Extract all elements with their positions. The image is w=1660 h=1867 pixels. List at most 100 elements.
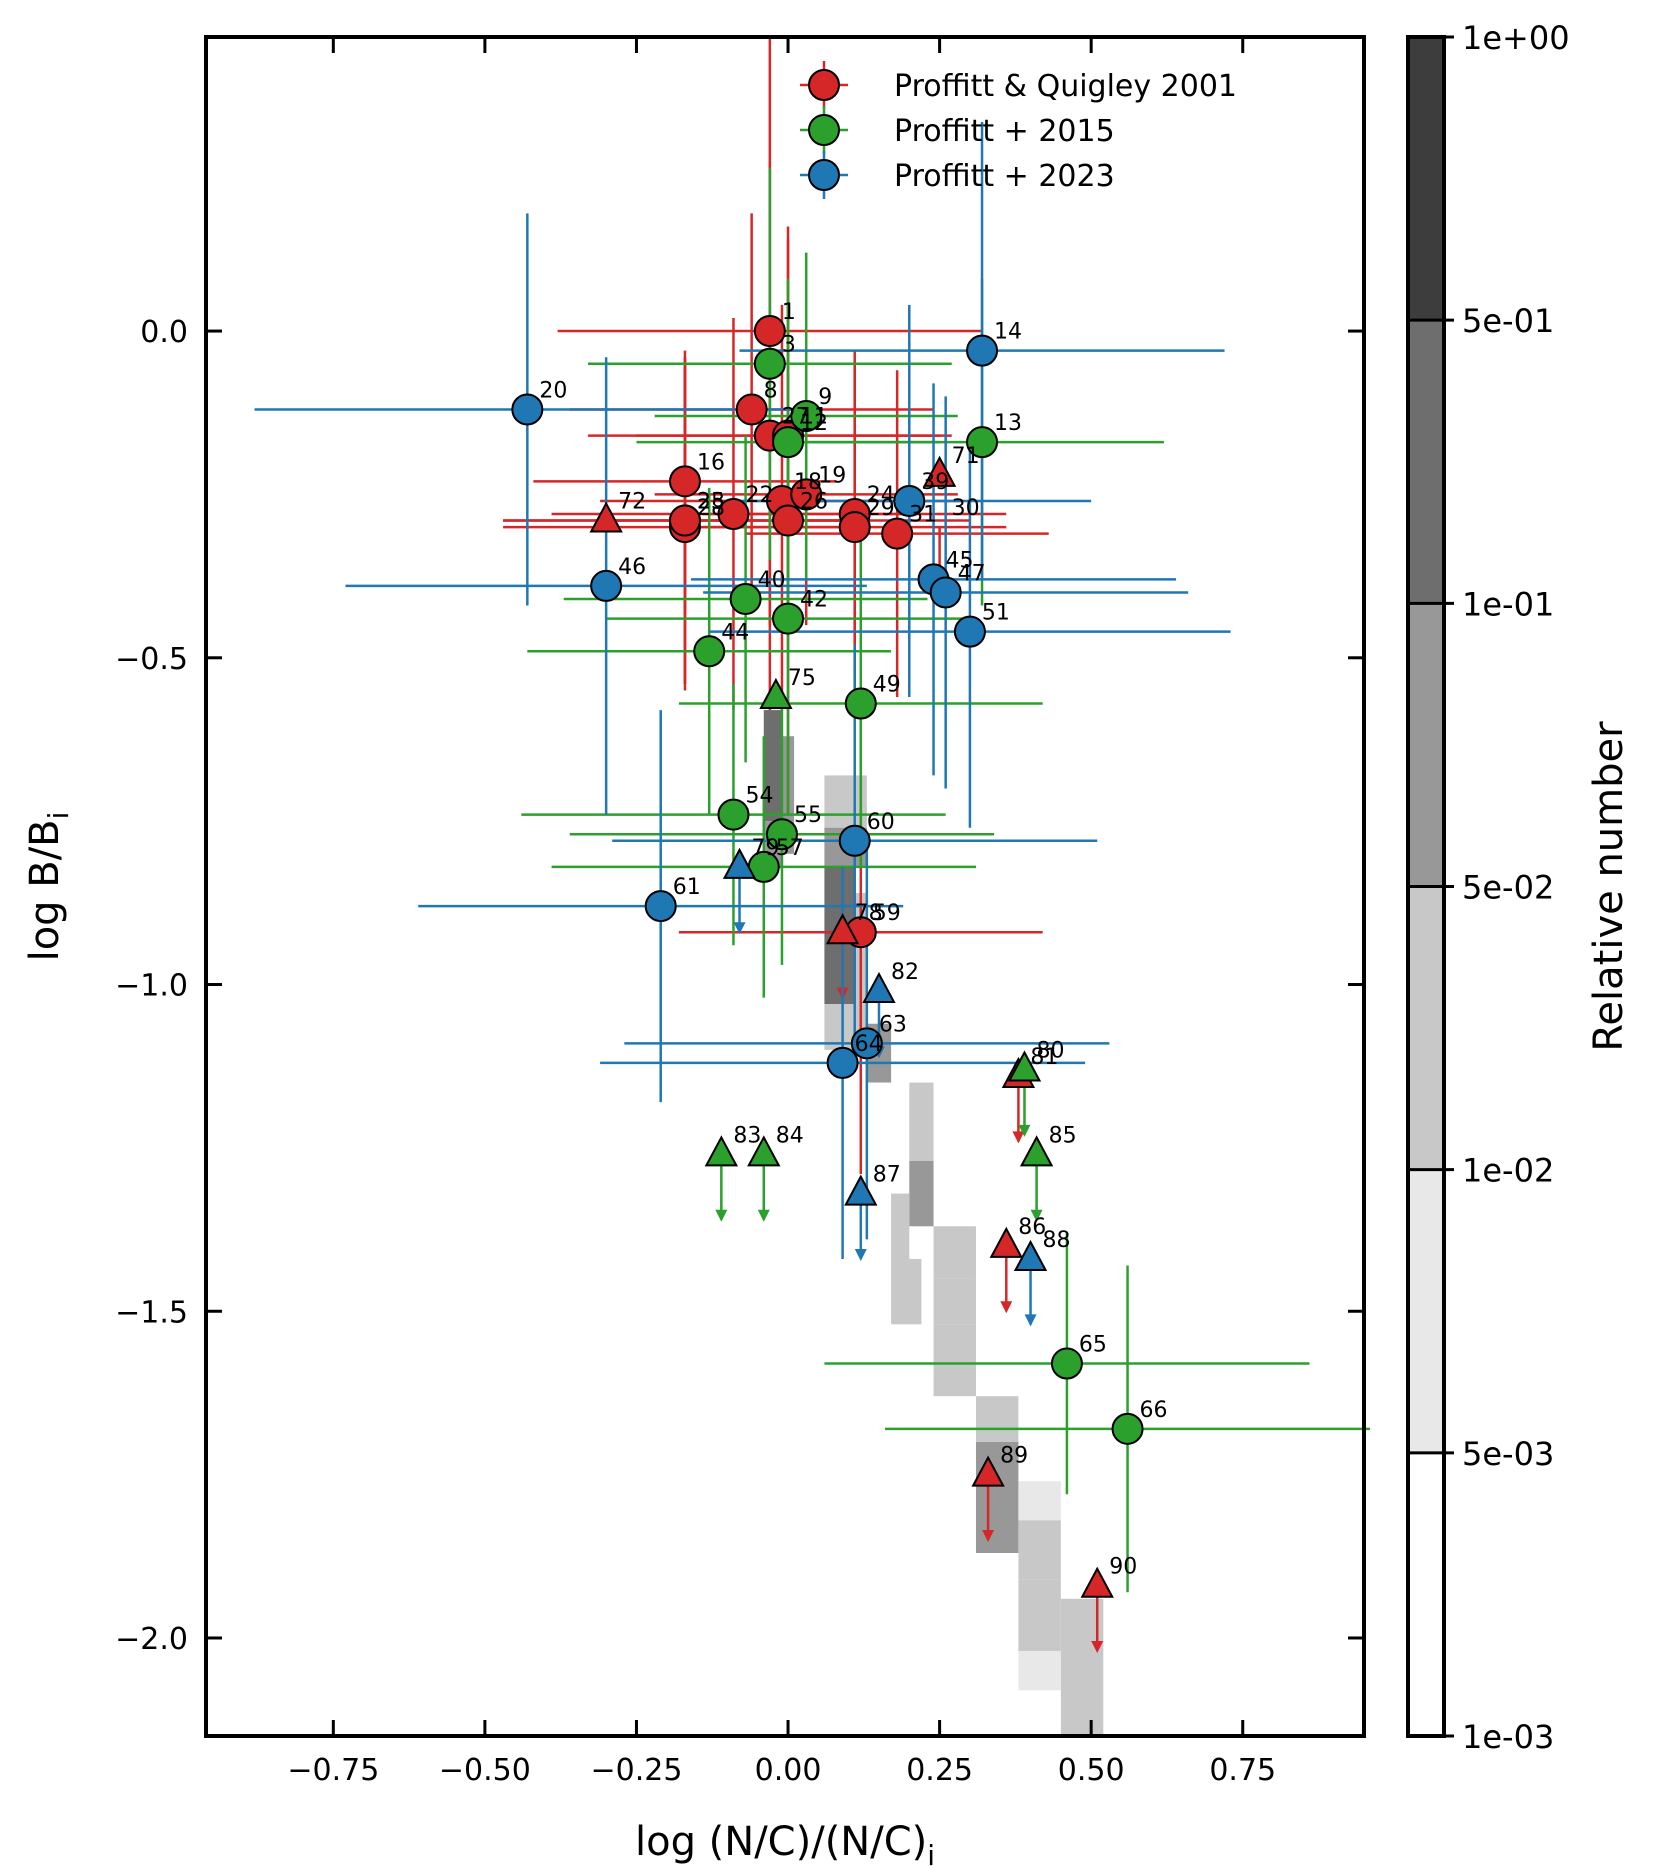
x-tick-label: 0.75 (1209, 1753, 1276, 1788)
point-label: 31 (909, 503, 937, 528)
point-label: 81 (1030, 1045, 1058, 1070)
upper-limit-arrowhead (1024, 1314, 1037, 1327)
x-tick-label: −0.75 (287, 1753, 379, 1788)
point-label: 51 (982, 601, 1010, 626)
point-label: 47 (958, 561, 986, 586)
x-tick-label: −0.25 (590, 1753, 682, 1788)
density-cell (763, 710, 782, 822)
colorbar-tick-label: 1e-02 (1462, 1152, 1554, 1190)
density-cell (933, 1226, 976, 1279)
data-point (790, 478, 823, 511)
data-point (772, 504, 805, 537)
point-label: 64 (855, 1032, 883, 1057)
y-tick-label: 0.0 (140, 315, 188, 350)
legend-label: Proffitt + 2015 (894, 114, 1115, 149)
point-label: 30 (952, 496, 980, 521)
y-tick-label: −1.5 (115, 1295, 188, 1330)
plot-frame (204, 35, 1366, 1738)
data-point (693, 635, 726, 668)
x-tick-label: −0.50 (439, 1753, 531, 1788)
data-point (966, 334, 999, 367)
data-point-triangle (759, 677, 793, 709)
data-point (850, 1027, 883, 1060)
upper-limit-arrowhead (982, 1529, 995, 1542)
data-point (753, 347, 786, 380)
point-label: 8 (764, 378, 778, 403)
point-label: 72 (618, 490, 646, 515)
x-tick-label: 0.50 (1058, 1753, 1125, 1788)
point-label: 27 (782, 405, 810, 430)
point-label: 79 (752, 836, 780, 861)
data-point (844, 687, 877, 720)
point-label: 13 (994, 411, 1022, 436)
data-point (717, 798, 750, 831)
point-label: 40 (758, 568, 786, 593)
y-tick-label: −1.0 (115, 969, 188, 1004)
point-label: 85 (1049, 1123, 1077, 1148)
data-point (966, 426, 999, 459)
colorbar-label: Relative number (1586, 721, 1632, 1052)
colorbar-segment (1408, 37, 1444, 321)
data-point (735, 393, 768, 426)
legend-label: Proffitt + 2023 (894, 159, 1115, 194)
data-point (881, 517, 914, 550)
density-cell (975, 1396, 1019, 1442)
density-cell (975, 1441, 1019, 1554)
legend: Proffitt & Quigley 2001 Proffitt + 2015 Pr… (800, 61, 1237, 199)
colorbar-segment (1408, 320, 1444, 604)
point-label: 14 (994, 320, 1022, 345)
point-label: 65 (1079, 1333, 1107, 1358)
data-point (838, 824, 871, 857)
density-cell (1018, 1520, 1061, 1580)
point-label: 45 (946, 548, 974, 573)
point-label: 20 (539, 378, 567, 403)
density-cell (933, 1278, 976, 1325)
point-label: 12 (800, 411, 828, 436)
upper-limit-arrowhead (1000, 1301, 1013, 1314)
legend-marker (808, 114, 840, 146)
density-cell (1018, 1481, 1061, 1521)
upper-limit-arrowhead (733, 922, 746, 935)
legend-label: Proffitt & Quigley 2001 (894, 69, 1237, 104)
point-label: 82 (891, 960, 919, 985)
point-label: 23 (697, 490, 725, 515)
data-point (729, 582, 762, 615)
data-point (668, 465, 701, 498)
point-label: 3 (782, 333, 796, 358)
density-cell (909, 1082, 934, 1161)
point-label: 87 (873, 1163, 901, 1188)
y-tick-label: −2.0 (115, 1622, 188, 1657)
upper-limit-arrowhead (1018, 1124, 1031, 1137)
colorbar-tick-label: 1e+00 (1462, 19, 1570, 57)
point-label: 25 (697, 490, 725, 515)
x-axis: −0.75 −0.50 −0.25 0.00 0.25 0.50 0.75 (287, 37, 1276, 1788)
density-cell (909, 1160, 934, 1227)
data-point-triangle (844, 1174, 878, 1206)
colorbar-segment (1408, 603, 1444, 887)
data-point (765, 818, 798, 851)
point-label: 88 (1043, 1228, 1071, 1253)
data-point (1050, 1347, 1083, 1380)
colorbar-tick-label: 5e-02 (1462, 869, 1554, 907)
point-label: 60 (867, 810, 895, 835)
point-label: 19 (818, 463, 846, 488)
data-point-triangle (1019, 1135, 1054, 1167)
data-point (893, 484, 926, 517)
point-label: 71 (952, 444, 980, 469)
data-point (838, 511, 871, 544)
point-label: 28 (697, 496, 725, 521)
data-point (772, 602, 805, 635)
upper-limit-arrowhead (757, 1209, 770, 1222)
point-label: 61 (673, 875, 701, 900)
point-label: 11 (800, 405, 828, 430)
colorbar-tick-label: 5e-03 (1462, 1435, 1554, 1473)
data-point (511, 393, 544, 426)
colorbar-tick-label: 1e-01 (1462, 585, 1554, 623)
point-label: 84 (776, 1123, 804, 1148)
data-point (1111, 1412, 1144, 1445)
point-label: 16 (697, 450, 725, 475)
upper-limit-arrowhead (1012, 1131, 1025, 1144)
density-cell (933, 1324, 976, 1357)
data-point-triangle (1013, 1239, 1048, 1271)
